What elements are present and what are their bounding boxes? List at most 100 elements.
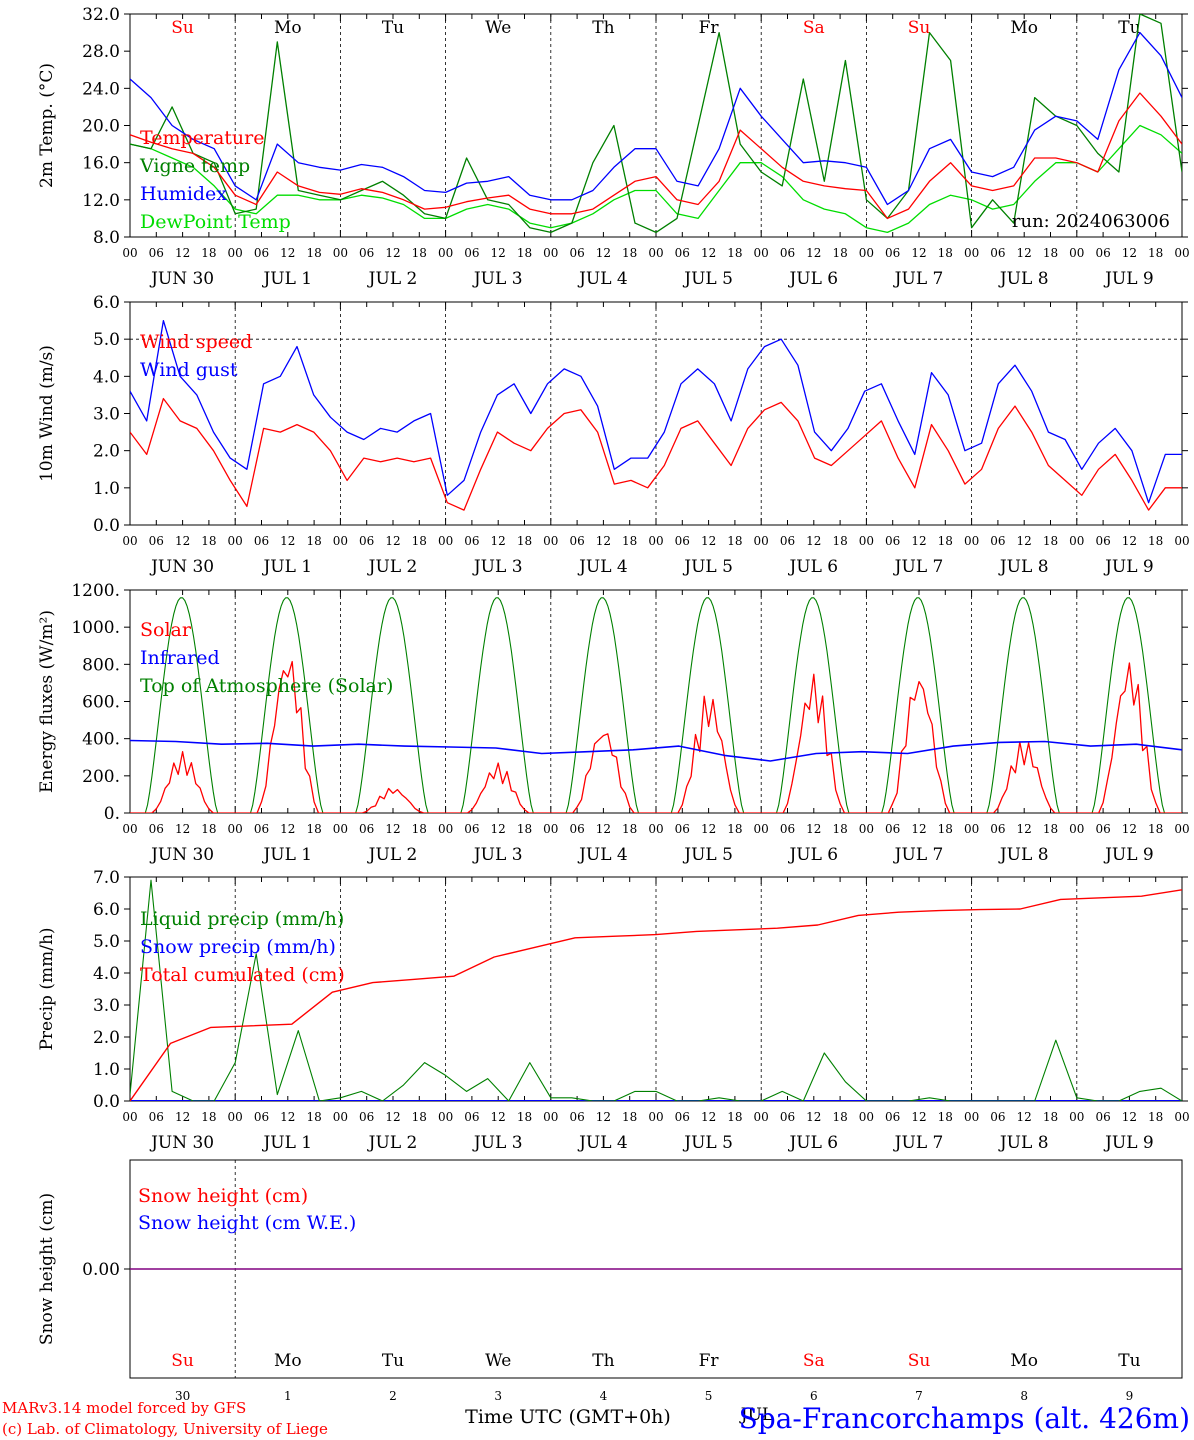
date-label: JUL 1	[261, 557, 312, 577]
hour-tick-label: 18	[938, 822, 953, 836]
hour-tick-label: 00	[543, 822, 558, 836]
date-label: JUL 9	[1103, 845, 1154, 865]
legend-entry: Vigne temp	[139, 155, 250, 177]
hour-tick-label: 18	[727, 534, 742, 548]
y-tick-label: 5.0	[93, 330, 120, 350]
hour-tick-label: 00	[964, 534, 979, 548]
hour-tick-label: 00	[754, 1110, 769, 1124]
hour-tick-label: 06	[885, 246, 900, 260]
date-label: JUL 4	[577, 845, 628, 865]
temp-y-axis: 8.0 12.0 16.0 20.0 24.0 28.0 32.0 2m Temp. (°C)	[37, 5, 1188, 248]
hour-tick-label: 00	[648, 534, 663, 548]
y-axis-label: Snow height (cm)	[37, 1193, 57, 1345]
hour-tick-label: 00	[1069, 1110, 1084, 1124]
date-label: JUL 2	[367, 845, 418, 865]
hour-tick-label: 00	[122, 1110, 137, 1124]
weekday-label-bottom: We	[485, 1351, 511, 1371]
hour-tick-label: 18	[1043, 534, 1058, 548]
y-tick-label: 200.	[82, 767, 120, 787]
hour-tick-label: 00	[859, 246, 874, 260]
hour-tick-label: 06	[149, 246, 164, 260]
hour-tick-label: 18	[517, 534, 532, 548]
hour-tick-label: 18	[832, 534, 847, 548]
hour-tick-label: 18	[1148, 246, 1163, 260]
hour-tick-label: 18	[517, 822, 532, 836]
y-tick-label: 800.	[82, 655, 120, 675]
weekday-label-bottom: Su	[171, 1351, 194, 1371]
y-tick-label: 1.0	[93, 1060, 120, 1080]
legend-entry: Solar	[140, 619, 192, 641]
hour-tick-label: 12	[175, 246, 190, 260]
day-number-label: 3	[494, 1389, 502, 1403]
weekday-label: Fr	[699, 18, 720, 38]
hour-tick-label: 18	[201, 534, 216, 548]
hour-tick-label: 12	[701, 534, 716, 548]
y-tick-label: 28.0	[82, 42, 120, 62]
hour-tick-label: 12	[911, 534, 926, 548]
hour-tick-label: 12	[806, 534, 821, 548]
y-tick-label: 1200.	[71, 581, 120, 601]
hour-tick-label: 06	[780, 1110, 795, 1124]
hour-tick-label: 06	[675, 1110, 690, 1124]
hour-tick-label: 12	[1122, 246, 1137, 260]
y-tick-label: 1000.	[71, 618, 120, 638]
day-number-label: 6	[810, 1389, 818, 1403]
weekday-label-bottom: Mo	[274, 1351, 302, 1371]
date-label: JUL 5	[682, 269, 733, 289]
hour-tick-label: 00	[333, 822, 348, 836]
footer: MARv3.14 model forced by GFS (c) Lab. of …	[2, 1399, 1190, 1438]
hour-tick-label: 12	[596, 1110, 611, 1124]
line-infrared	[130, 739, 1182, 762]
hour-tick-label: 12	[1017, 1110, 1032, 1124]
hour-tick-label: 06	[1095, 1110, 1110, 1124]
panel-1: 00 06 12 18 00 06 12 18 00 06 12 18 00 06 12 18 00 06 12 18…	[122, 13, 1190, 289]
line-dewpoint-temp	[130, 124, 1182, 234]
hour-tick-label: 18	[622, 246, 637, 260]
date-label: JUN 30	[149, 557, 214, 577]
hour-tick-label: 12	[280, 534, 295, 548]
hour-tick-label: 00	[964, 822, 979, 836]
hour-tick-label: 12	[701, 822, 716, 836]
date-label: JUL 2	[367, 1133, 418, 1153]
hour-tick-label: 06	[569, 822, 584, 836]
hour-tick-label: 12	[806, 822, 821, 836]
y-tick-label: 6.0	[93, 900, 120, 920]
day-number-label: 8	[1020, 1389, 1028, 1403]
hour-tick-label: 00	[228, 534, 243, 548]
hour-tick-label: 06	[464, 246, 479, 260]
y-tick-label: 0.0	[93, 516, 120, 536]
hour-tick-label: 06	[359, 534, 374, 548]
hour-tick-label: 06	[569, 246, 584, 260]
hour-tick-label: 00	[1174, 246, 1189, 260]
day-number-label: 5	[705, 1389, 713, 1403]
hour-tick-label: 06	[569, 534, 584, 548]
date-label: JUL 8	[998, 1133, 1049, 1153]
hour-tick-label: 00	[648, 822, 663, 836]
date-label: JUL 3	[472, 845, 523, 865]
y-tick-label: 8.0	[93, 228, 120, 248]
legend-entry: Snow height (cm)	[138, 1185, 308, 1207]
hour-tick-label: 18	[201, 246, 216, 260]
hour-tick-label: 00	[228, 246, 243, 260]
hour-tick-label: 06	[149, 534, 164, 548]
hour-tick-label: 12	[1122, 822, 1137, 836]
hour-tick-label: 00	[122, 534, 137, 548]
weekday-label-bottom: Tu	[1118, 1351, 1140, 1371]
legend-entry: Humidex	[140, 183, 227, 205]
hour-tick-label: 06	[990, 534, 1005, 548]
hour-tick-label: 00	[859, 822, 874, 836]
hour-tick-label: 18	[1043, 822, 1058, 836]
energy-legend: Solar Infrared Top of Atmosphere (Solar)	[140, 619, 393, 697]
legend-entry: Liquid precip (mm/h)	[140, 908, 344, 930]
hour-tick-label: 00	[859, 1110, 874, 1124]
hour-tick-label: 00	[122, 246, 137, 260]
day-number-label: 9	[1126, 1389, 1134, 1403]
hour-tick-label: 06	[149, 822, 164, 836]
date-label: JUN 30	[149, 1133, 214, 1153]
legend-entry: Wind speed	[140, 331, 252, 353]
y-tick-label: 4.0	[93, 367, 120, 387]
month-label: JUL	[739, 1405, 773, 1425]
weekday-label-bottom: Su	[908, 1351, 931, 1371]
date-label: JUL 3	[472, 269, 523, 289]
hour-tick-label: 06	[675, 534, 690, 548]
